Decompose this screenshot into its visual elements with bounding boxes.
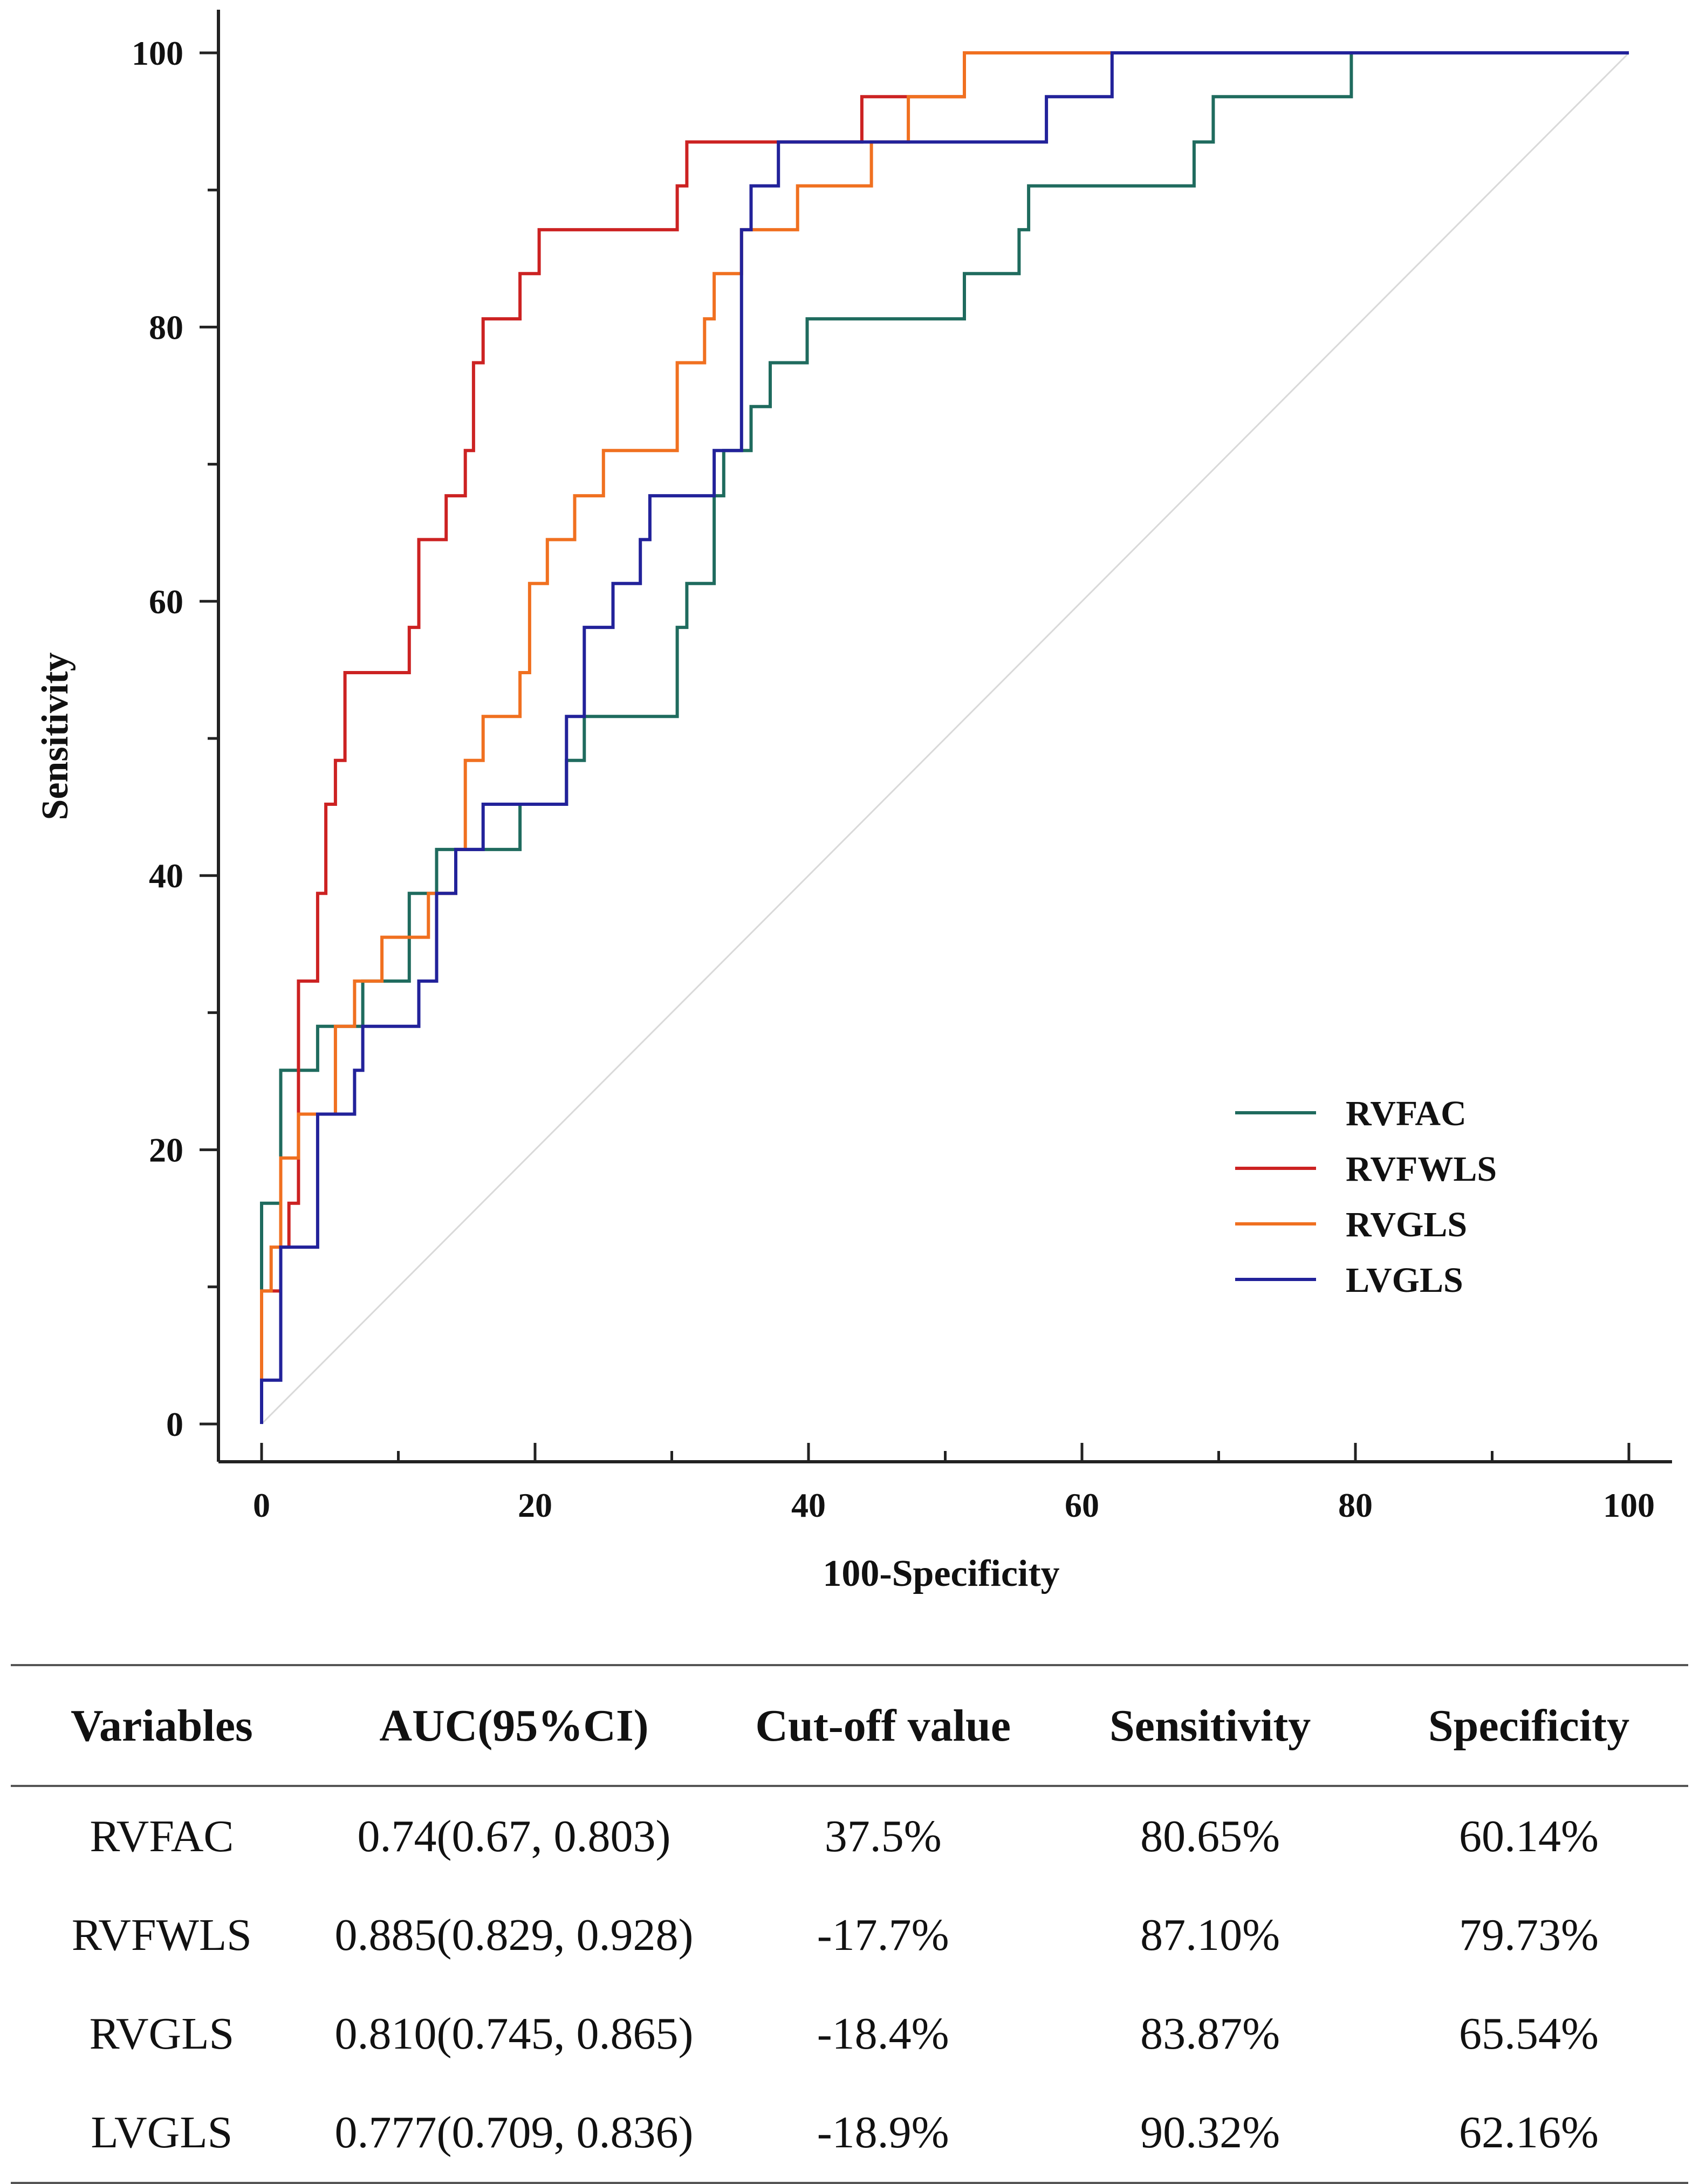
table-row: LVGLS 0.777(0.709, 0.836) -18.9% 90.32% … xyxy=(11,2083,1688,2183)
cell-auc: 0.885(0.829, 0.928) xyxy=(334,1910,694,1960)
y-tick-label: 40 xyxy=(149,857,183,895)
header-variables: Variables xyxy=(71,1700,253,1751)
table-header-row: Variables AUC(95%CI) Cut-off value Sensi… xyxy=(11,1665,1688,1786)
header-sensitivity: Sensitivity xyxy=(1109,1700,1311,1751)
x-tick-label: 20 xyxy=(518,1486,552,1524)
legend-label-rvgls: RVGLS xyxy=(1346,1205,1467,1244)
roc-curve-rvfac xyxy=(260,51,1629,1424)
y-axis-title: Sensitivity xyxy=(35,652,76,820)
header-specificity: Specificity xyxy=(1428,1700,1630,1751)
cell-auc: 0.777(0.709, 0.836) xyxy=(334,2107,694,2158)
x-tick-label: 40 xyxy=(791,1486,826,1524)
cell-sensitivity: 83.87% xyxy=(1140,2009,1280,2059)
cell-variable: RVFAC xyxy=(90,1811,234,1861)
cell-auc: 0.74(0.67, 0.803) xyxy=(357,1811,671,1861)
table-row: RVGLS 0.810(0.745, 0.865) -18.4% 83.87% … xyxy=(11,1984,1688,2083)
cell-sensitivity: 80.65% xyxy=(1140,1811,1280,1861)
y-tick-label: 100 xyxy=(132,34,183,72)
table-row: RVFWLS 0.885(0.829, 0.928) -17.7% 87.10%… xyxy=(11,1886,1688,1984)
cell-specificity: 79.73% xyxy=(1459,1910,1599,1960)
y-tick-label: 80 xyxy=(149,308,183,346)
x-tick-label: 100 xyxy=(1603,1486,1655,1524)
summary-table: Variables AUC(95%CI) Cut-off value Sensi… xyxy=(11,1664,1688,2184)
cell-sensitivity: 87.10% xyxy=(1140,1910,1280,1960)
x-axis-title: 100-Specificity xyxy=(823,1553,1059,1594)
cell-specificity: 62.16% xyxy=(1459,2107,1599,2158)
cell-sensitivity: 90.32% xyxy=(1140,2107,1280,2158)
header-cutoff: Cut-off value xyxy=(755,1700,1011,1751)
y-tick-label: 60 xyxy=(149,583,183,621)
cell-variable: RVGLS xyxy=(89,2009,235,2059)
legend-label-rvfac: RVFAC xyxy=(1346,1094,1467,1133)
axis-ticks: 0 20 40 60 80 100 0 20 40 60 80 100 xyxy=(132,34,1655,1524)
roc-chart: 0 20 40 60 80 100 0 20 40 60 80 100 Sensitivity 100… xyxy=(35,10,1672,1594)
x-tick-label: 60 xyxy=(1065,1486,1099,1524)
roc-curve-lvgls xyxy=(260,51,1629,1424)
cell-auc: 0.810(0.745, 0.865) xyxy=(334,2009,694,2059)
y-tick-label: 20 xyxy=(149,1131,183,1169)
cell-variable: RVFWLS xyxy=(71,1910,252,1960)
cell-cutoff: -17.7% xyxy=(817,1910,949,1960)
table-row: RVFAC 0.74(0.67, 0.803) 37.5% 80.65% 60.… xyxy=(11,1786,1688,1886)
roc-series-group xyxy=(260,51,1629,1424)
cell-cutoff: -18.9% xyxy=(817,2107,949,2158)
cell-variable: LVGLS xyxy=(91,2107,233,2158)
cell-cutoff: -18.4% xyxy=(817,2009,949,2059)
header-auc: AUC(95%CI) xyxy=(379,1700,649,1751)
cell-specificity: 65.54% xyxy=(1459,2009,1599,2059)
reference-diagonal xyxy=(261,52,1630,1425)
cell-cutoff: 37.5% xyxy=(824,1811,942,1861)
roc-curve-rvfwls xyxy=(260,51,1629,1424)
y-tick-label: 0 xyxy=(166,1405,183,1443)
x-tick-label: 0 xyxy=(253,1486,270,1524)
legend-label-rvfwls: RVFWLS xyxy=(1346,1149,1497,1189)
legend-label-lvgls: LVGLS xyxy=(1346,1261,1463,1300)
cell-specificity: 60.14% xyxy=(1459,1811,1599,1861)
legend: RVFAC RVFWLS RVGLS LVGLS xyxy=(1235,1094,1497,1300)
x-tick-label: 80 xyxy=(1338,1486,1373,1524)
